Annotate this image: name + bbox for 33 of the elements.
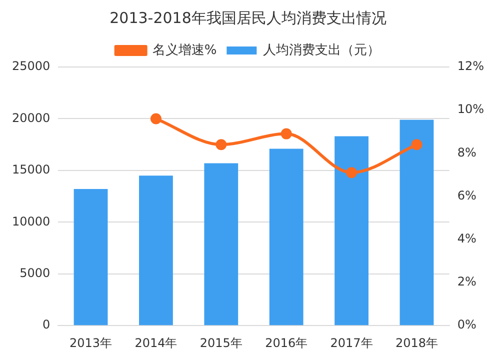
x-tick-label: 2015年: [200, 336, 242, 350]
y-tick-label: 10000: [12, 214, 50, 228]
y-tick-label: 20000: [12, 110, 50, 125]
x-tick-label: 2017年: [330, 336, 373, 350]
y-tick-label: 0: [42, 318, 50, 332]
bar: [400, 120, 434, 326]
point: [411, 139, 422, 150]
bar: [334, 136, 368, 326]
y-tick-label: 15000: [12, 162, 50, 177]
y2-tick-label: 10%: [457, 102, 484, 116]
x-tick-label: 2014年: [134, 336, 178, 350]
y2-tick-label: 4%: [457, 232, 476, 246]
bar: [74, 189, 108, 326]
x-tick-label: 2013年: [69, 336, 112, 350]
y2-tick-label: 0%: [457, 318, 476, 332]
legend-label: 名义增速%: [152, 42, 217, 58]
y-tick-label: 25000: [12, 59, 50, 74]
y2-tick-label: 2%: [457, 274, 476, 289]
legend-label: 人均消费支出（元）: [263, 42, 380, 58]
bar: [139, 176, 173, 326]
bar: [204, 163, 238, 326]
y2-tick-label: 12%: [457, 59, 484, 74]
point: [216, 139, 227, 150]
y-tick-label: 5000: [20, 266, 50, 280]
y2-tick-label: 8%: [457, 145, 476, 160]
x-tick-label: 2018年: [395, 336, 438, 350]
point: [346, 167, 358, 178]
x-tick-label: 2016年: [265, 336, 308, 350]
y2-tick-label: 6%: [457, 188, 476, 202]
chart-title: 2013-2018年我国居民人均消费支出情况: [110, 8, 386, 27]
point: [280, 128, 292, 140]
bar: [269, 148, 304, 326]
point: [150, 113, 162, 124]
